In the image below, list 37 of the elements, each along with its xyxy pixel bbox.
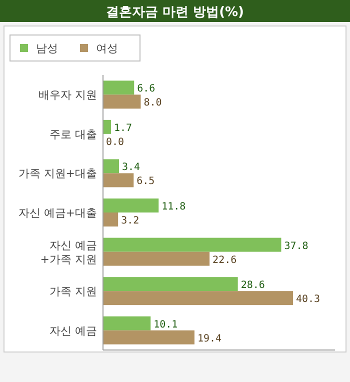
y-tick-label: 자신 예금 [50, 324, 97, 338]
bar [103, 212, 118, 226]
data-label: 3.2 [121, 216, 140, 226]
data-label: 11.8 [162, 202, 186, 212]
bar [103, 173, 134, 188]
y-tick-label: 자신 예금+대출 [18, 206, 97, 220]
y-tick-label: 가족 지원+대출 [18, 167, 97, 180]
bar [103, 120, 112, 134]
data-label: 37.8 [284, 240, 308, 252]
bar [103, 316, 151, 330]
y-tick-label: 가족 지원 [50, 285, 97, 298]
data-label: 40.3 [296, 294, 320, 306]
bar [103, 159, 120, 174]
bar [103, 80, 134, 95]
data-label: 19.4 [197, 333, 222, 344]
legend-label: 남성 [36, 42, 58, 55]
bar [103, 330, 194, 344]
y-tick-label: 자신 예금 +가족 지원 [40, 238, 97, 266]
bar [103, 238, 282, 252]
data-label: 3.4 [122, 162, 140, 174]
bar [103, 277, 238, 292]
data-label: 8.0 [144, 98, 162, 109]
chart-title: 결혼자금 마련 방법(%) [106, 5, 244, 20]
data-label: 22.6 [212, 254, 237, 266]
y-tick-label: 배우자 지원 [38, 88, 97, 102]
data-label: 6.5 [136, 176, 155, 188]
bar [103, 291, 293, 306]
bar [103, 94, 141, 109]
data-label: 10.1 [154, 319, 178, 330]
data-label: 1.7 [114, 122, 132, 134]
data-label: 28.6 [240, 280, 265, 292]
data-label: 6.6 [137, 84, 156, 95]
data-label: 0.0 [106, 136, 124, 148]
y-tick-label: 주로 대출 [50, 128, 97, 141]
bar [103, 252, 210, 266]
bar [103, 198, 159, 212]
legend-label: 여성 [96, 42, 118, 55]
